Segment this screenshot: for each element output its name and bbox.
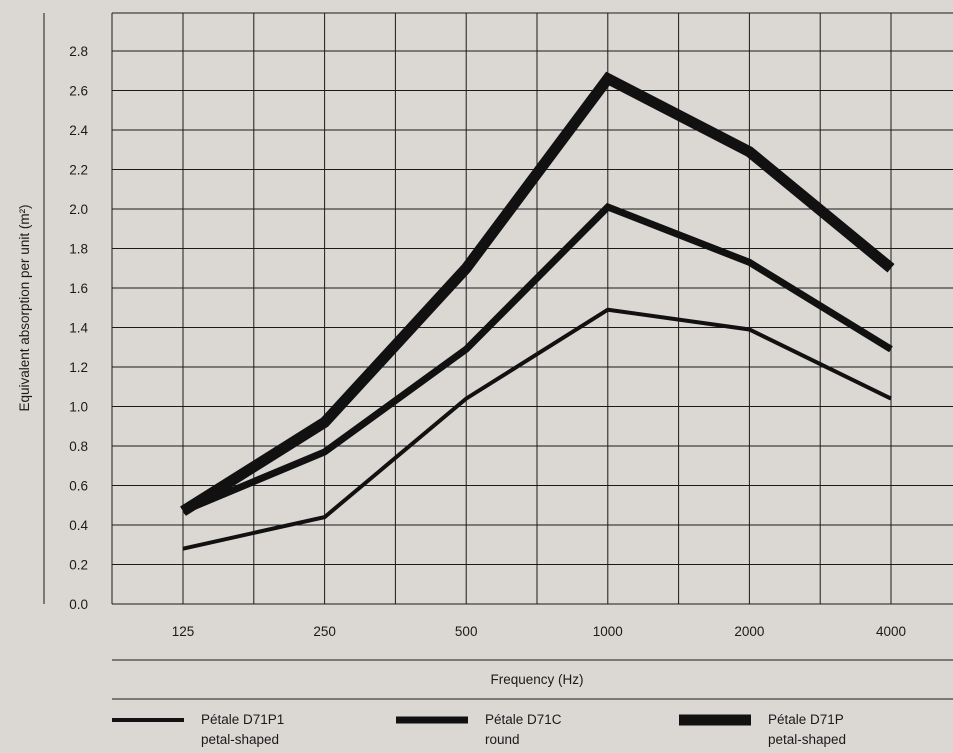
x-tick-label: 2000 xyxy=(734,624,764,639)
y-tick-label: 1.6 xyxy=(69,281,88,296)
y-tick-label: 2.0 xyxy=(69,202,88,217)
x-tick-label: 4000 xyxy=(876,624,906,639)
y-tick-label: 1.2 xyxy=(69,360,88,375)
y-tick-label: 1.4 xyxy=(69,321,88,336)
y-tick-label: 2.4 xyxy=(69,123,88,138)
x-tick-label: 1000 xyxy=(593,624,623,639)
legend-label: Pétale D71P xyxy=(768,712,844,727)
series-line-2 xyxy=(181,202,893,515)
legend-label: Pétale D71C xyxy=(485,712,562,727)
y-tick-label: 0.6 xyxy=(69,479,88,494)
y-tick-label: 2.8 xyxy=(69,44,88,59)
y-tick-label: 1.0 xyxy=(69,400,88,415)
x-axis-title: Frequency (Hz) xyxy=(490,672,583,687)
y-tick-label: 0.0 xyxy=(69,597,88,612)
y-tick-label: 0.8 xyxy=(69,439,88,454)
series-line-1 xyxy=(182,307,892,551)
series-line-3 xyxy=(180,71,895,516)
y-tick-label: 1.8 xyxy=(69,242,88,257)
legend-sublabel: petal-shaped xyxy=(201,732,279,747)
legend-label: Pétale D71P1 xyxy=(201,712,284,727)
grid: 0.0 0.2 0.4 0.6 0.8 1.0 1.2 1.4 1.6 1.8 2.0 2.2 2.4 2… xyxy=(43,12,953,700)
legend: Pétale D71P1 petal-shaped Pétale D71C round… xyxy=(112,712,846,747)
y-tick-label: 2.6 xyxy=(69,84,88,99)
x-tick-label: 125 xyxy=(172,624,195,639)
series-group xyxy=(180,71,895,551)
y-axis-title: Equivalent absorption per unit (m²) xyxy=(17,204,32,411)
x-tick-label: 250 xyxy=(313,624,336,639)
y-tick-label: 2.2 xyxy=(69,163,88,178)
y-tick-label: 0.2 xyxy=(69,558,88,573)
x-tick-label: 500 xyxy=(455,624,478,639)
y-tick-label: 0.4 xyxy=(69,518,88,533)
legend-sublabel: round xyxy=(485,732,520,747)
legend-sublabel: petal-shaped xyxy=(768,732,846,747)
